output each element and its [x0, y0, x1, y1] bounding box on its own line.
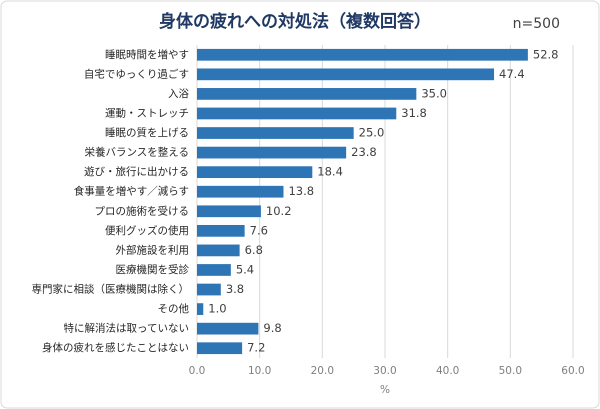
y-tick-label: 身体の疲れを感じたことはない [42, 341, 189, 354]
bar [197, 127, 354, 139]
y-tick-label: 自宅でゆっくり過ごす [84, 67, 189, 80]
value-label: 7.2 [247, 341, 265, 355]
value-label: 1.0 [208, 302, 226, 316]
value-label: 47.4 [499, 67, 525, 81]
bar [197, 205, 261, 218]
bar [197, 283, 221, 296]
x-tick-label: 60.0 [561, 365, 584, 377]
bar [197, 146, 347, 159]
y-tick-label: 入浴 [168, 88, 189, 100]
bar [197, 48, 528, 61]
value-label: 31.8 [401, 106, 427, 120]
value-label: 25.0 [359, 126, 385, 140]
x-tick-label: 40.0 [436, 365, 459, 377]
value-label: 18.4 [317, 165, 343, 179]
y-tick-label: 栄養バランスを整える [85, 146, 189, 159]
y-tick-label: 睡眠時間を増やす [105, 48, 189, 61]
y-tick-label: 睡眠の質を上げる [105, 126, 189, 139]
y-tick-label: 外部施設を利用 [116, 243, 190, 256]
sample-size: n=500 [513, 16, 560, 32]
bar [197, 224, 245, 237]
y-tick-label: 医療機関を受診 [116, 263, 190, 276]
value-label: 35.0 [421, 86, 447, 100]
y-tick-label: 食事量を増やす／減らす [74, 185, 189, 198]
chart-title: 身体の疲れへの対処法（複数回答） [159, 11, 431, 32]
bar [197, 166, 313, 179]
value-label: 23.8 [351, 145, 377, 159]
bar [197, 68, 495, 81]
y-tick-label: 遊び・旅行に出かける [84, 165, 189, 178]
value-label: 6.8 [245, 243, 263, 257]
x-tick-label: 30.0 [373, 365, 396, 377]
y-tick-label: 特に解消法は取っていない [64, 322, 189, 335]
bar [197, 244, 240, 257]
y-tick-label: 運動・ストレッチ [105, 106, 189, 119]
bar [197, 88, 417, 100]
x-tick-label: 10.0 [248, 365, 271, 377]
bar [197, 107, 397, 120]
y-tick-label: 専門家に相談（医療機関は除く） [32, 283, 190, 296]
value-label: 13.8 [288, 184, 314, 198]
bar [197, 303, 204, 315]
value-label: 52.8 [533, 47, 559, 61]
x-axis-label: % [380, 384, 390, 396]
y-tick-label: 便利グッズの使用 [105, 224, 189, 237]
value-label: 5.4 [236, 262, 254, 276]
y-tick-label: その他 [158, 302, 190, 315]
x-tick-label: 50.0 [499, 365, 522, 377]
x-tick-label: 20.0 [311, 365, 334, 377]
y-tick-label: プロの施術を受ける [95, 204, 190, 217]
bar [197, 342, 243, 355]
value-label: 7.6 [250, 223, 268, 237]
x-tick-label: 0.0 [189, 365, 206, 377]
bar [197, 322, 259, 335]
bar [197, 185, 284, 198]
value-label: 9.8 [263, 321, 281, 335]
value-label: 3.8 [226, 282, 244, 296]
bar [197, 264, 231, 276]
value-label: 10.2 [266, 204, 292, 218]
